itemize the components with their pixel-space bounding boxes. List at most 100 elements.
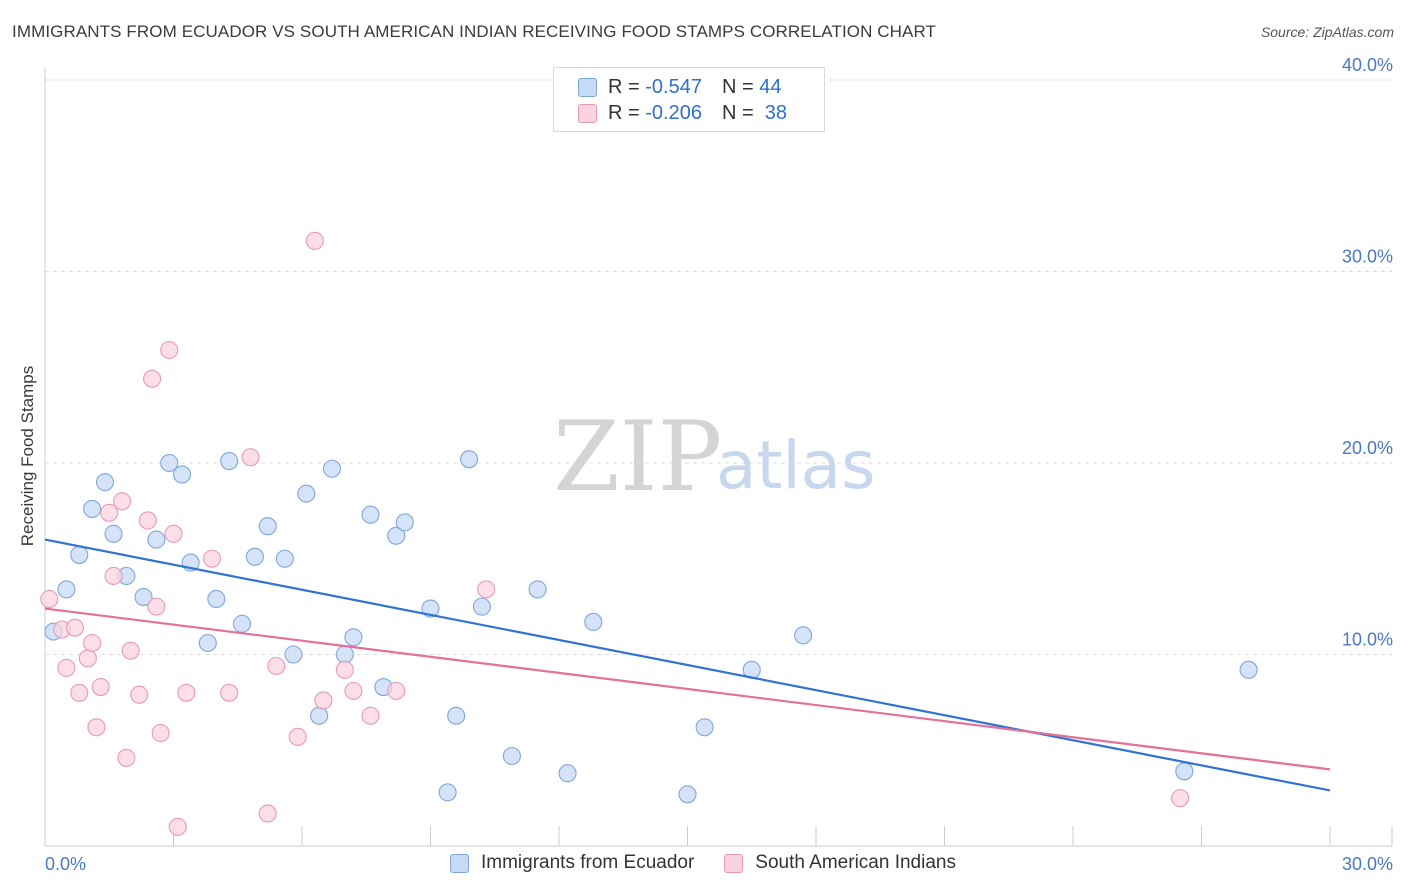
- ecuador-point: [459, 450, 479, 469]
- ecuador-point: [695, 718, 714, 737]
- ecuador-point: [258, 517, 277, 536]
- ecuador-point: [528, 580, 547, 599]
- watermark: ZIP atlas: [553, 401, 876, 513]
- sa-indian-point: [220, 683, 239, 702]
- legend-row-sa-indians: R = -0.206 N = 38: [578, 101, 787, 125]
- ecuador-point: [284, 645, 303, 664]
- ecuador-point: [297, 484, 316, 503]
- sa-indian-trend-line: [44, 607, 1331, 771]
- legend-swatch-blue: [578, 77, 597, 97]
- sa-indian-point: [130, 685, 149, 704]
- sa-indian-point: [91, 678, 110, 697]
- ecuador-point: [160, 453, 179, 473]
- sa-indian-point: [477, 580, 496, 599]
- x-tick-label: 0.0%: [45, 854, 86, 874]
- sa-indian-point: [138, 511, 157, 530]
- ecuador-point: [70, 545, 89, 564]
- sa-indian-point: [117, 748, 136, 767]
- sa-indian-point: [83, 633, 102, 653]
- sa-indian-point: [113, 492, 132, 511]
- sa-indian-point: [151, 723, 170, 743]
- ecuador-point: [275, 549, 294, 568]
- sa-indian-point: [203, 549, 222, 568]
- sa-indian-point: [143, 369, 162, 388]
- sa-indian-point: [160, 340, 179, 360]
- ecuador-point: [421, 599, 440, 618]
- legend-r-label: R =: [608, 75, 640, 98]
- ecuador-point: [335, 645, 354, 664]
- ecuador-point: [198, 633, 217, 653]
- grid-lines: [45, 79, 1392, 655]
- ecuador-point: [310, 706, 329, 725]
- axes: [44, 68, 1393, 847]
- watermark-zip: ZIP: [553, 401, 722, 513]
- legend-r-label: R =: [608, 101, 640, 124]
- ecuador-point: [134, 587, 153, 607]
- ecuador-point: [438, 783, 457, 802]
- ecuador-point: [147, 530, 166, 549]
- source-note: Source: ZipAtlas.com: [1260, 24, 1394, 40]
- ecuador-point: [387, 526, 406, 545]
- sa-indian-point: [104, 566, 123, 586]
- legend-swatch-blue: [450, 853, 469, 873]
- ecuador-point: [1175, 762, 1194, 781]
- ecuador-point: [395, 513, 414, 532]
- sa-indian-point: [288, 727, 307, 746]
- sa-indian-point: [241, 448, 260, 467]
- legend-item-sa-indians: South American Indians: [724, 852, 956, 874]
- legend-item-ecuador: Immigrants from Ecuador: [450, 852, 694, 874]
- x-tick-labels: 0.0% 30.0%: [45, 854, 1393, 874]
- y-tick-label: 20.0%: [1342, 438, 1393, 458]
- stats-legend: R = -0.547 N = 44 R = -0.206 N = 38: [553, 67, 825, 132]
- y-tick-label: 40.0%: [1342, 55, 1393, 75]
- sa-indian-point: [1171, 789, 1190, 808]
- ecuador-point: [104, 524, 123, 543]
- sa-indian-point: [168, 817, 187, 836]
- sa-indian-point: [314, 691, 333, 710]
- ecuador-trend-line: [44, 538, 1331, 792]
- x-tick-label: 30.0%: [1342, 854, 1393, 874]
- sa-indian-point: [147, 597, 166, 616]
- trend-lines: [44, 538, 1331, 792]
- ecuador-point: [678, 785, 697, 804]
- legend-swatch-pink: [578, 103, 597, 123]
- sa-indian-point: [258, 804, 277, 823]
- legend-n-label: N =: [721, 101, 754, 124]
- ecuador-point: [173, 465, 192, 484]
- sa-indian-point: [121, 641, 140, 660]
- sa-indian-point: [335, 660, 354, 679]
- ecuador-point: [1239, 660, 1258, 679]
- sa-indian-point: [361, 706, 380, 725]
- sa-indian-point: [87, 718, 106, 737]
- data-points: [40, 231, 1258, 836]
- y-tick-label: 30.0%: [1342, 247, 1393, 267]
- ecuador-point: [584, 612, 603, 631]
- legend-label-sa-indians: South American Indians: [755, 852, 956, 873]
- ecuador-point: [95, 473, 115, 492]
- ecuador-point: [245, 547, 264, 566]
- ecuador-point: [447, 706, 466, 725]
- sa-indian-point: [344, 681, 363, 700]
- sa-indian-point: [78, 649, 97, 668]
- sa-indian-point: [100, 503, 119, 522]
- ecuador-point: [232, 614, 252, 633]
- watermark-atlas: atlas: [716, 427, 876, 504]
- legend-n-value: 38: [764, 101, 788, 124]
- legend-row-ecuador: R = -0.547 N = 44: [578, 75, 781, 99]
- ecuador-point: [558, 764, 577, 783]
- ecuador-point: [502, 746, 521, 766]
- sa-indian-point: [65, 618, 85, 637]
- sa-indian-point: [164, 524, 183, 543]
- sa-indian-point: [40, 589, 59, 609]
- sa-indian-point: [267, 656, 286, 676]
- ecuador-point: [220, 452, 239, 471]
- series-legend: Immigrants from Ecuador South American I…: [0, 852, 1406, 874]
- ecuador-point: [207, 589, 226, 609]
- sa-indian-point: [305, 231, 324, 250]
- sa-indian-point: [70, 683, 89, 702]
- ecuador-point: [794, 626, 813, 645]
- ecuador-point: [322, 459, 342, 478]
- ecuador-point: [57, 580, 76, 599]
- y-axis-label: Receiving Food Stamps: [18, 366, 37, 546]
